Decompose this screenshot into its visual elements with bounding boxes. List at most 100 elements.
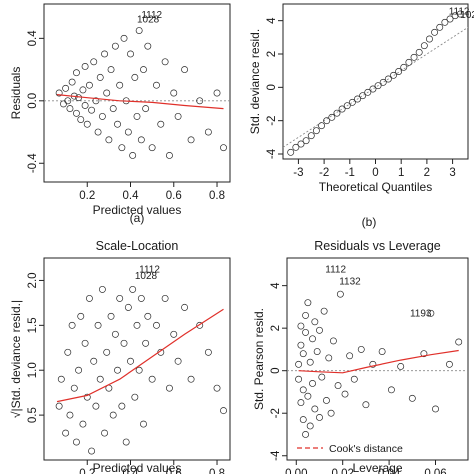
data-point: [357, 345, 365, 353]
y-tick-label: 0.5: [27, 407, 39, 423]
data-point: [85, 294, 93, 302]
data-point: [127, 50, 134, 58]
data-point: [137, 294, 145, 302]
data-point: [133, 112, 141, 120]
data-point: [135, 366, 143, 374]
plot-area: [55, 285, 227, 455]
x-tick-label: 0.6: [166, 468, 182, 474]
data-point: [60, 100, 67, 108]
data-point: [62, 429, 70, 437]
data-point: [295, 375, 303, 383]
point-annotation: 1028: [137, 15, 160, 26]
y-tick-label: -2: [270, 408, 282, 418]
data-point: [362, 401, 370, 409]
data-point: [441, 18, 449, 26]
x-tick-label: 0.4: [123, 190, 140, 202]
plot-frame: [43, 257, 231, 461]
data-point: [379, 78, 387, 86]
y-axis-label: Std. deviance resid.: [248, 29, 262, 134]
data-point: [153, 321, 160, 329]
y-axis-label: √|Std. deviance resid.|: [9, 300, 23, 418]
data-point: [323, 117, 331, 125]
data-point: [374, 82, 382, 90]
point-annotation: 1028: [460, 10, 474, 21]
data-point: [94, 128, 102, 136]
data-point: [302, 311, 310, 319]
data-point: [302, 137, 310, 145]
data-point: [359, 92, 367, 100]
data-point: [427, 309, 435, 317]
data-point: [148, 144, 156, 152]
data-point: [311, 318, 319, 326]
y-tick-label: 1.5: [27, 317, 39, 333]
data-point: [297, 341, 305, 349]
data-point: [384, 75, 392, 83]
y-tick-label: 2.0: [27, 272, 39, 288]
data-point: [88, 447, 96, 455]
data-point: [174, 357, 182, 365]
data-point: [299, 386, 307, 394]
panel-caption: (b): [362, 215, 377, 229]
data-point: [181, 66, 189, 74]
data-point: [306, 422, 314, 430]
data-point: [140, 66, 147, 74]
data-point: [307, 132, 315, 140]
data-point: [72, 438, 80, 446]
data-point: [431, 28, 439, 36]
x-tick-label: 0.4: [123, 468, 140, 474]
data-point: [165, 152, 173, 159]
x-tick-label: 0.00: [285, 468, 307, 474]
data-point: [405, 58, 413, 66]
x-axis-label: Theoretical Quantiles: [319, 180, 432, 194]
panel-title: Scale-Location: [96, 239, 179, 253]
data-point: [311, 405, 319, 413]
data-point: [297, 399, 305, 407]
data-point: [81, 63, 89, 70]
x-axis-label: Leverage: [352, 461, 402, 474]
data-point: [343, 102, 351, 110]
data-point: [157, 120, 165, 128]
data-point: [329, 337, 337, 345]
data-point: [137, 136, 145, 144]
data-point: [318, 122, 325, 130]
data-point: [129, 285, 137, 293]
data-point: [148, 375, 156, 383]
x-tick-label: 0: [372, 167, 378, 179]
data-point: [62, 84, 70, 92]
data-point: [196, 321, 204, 329]
data-point: [68, 78, 76, 86]
data-point: [309, 335, 316, 343]
data-point: [96, 73, 104, 81]
data-point: [120, 34, 128, 42]
data-point: [336, 290, 344, 298]
data-point: [118, 402, 126, 410]
data-point: [101, 429, 109, 437]
data-point: [213, 89, 221, 97]
data-point: [55, 402, 63, 410]
data-point: [313, 348, 321, 356]
data-point: [318, 373, 326, 381]
data-point: [111, 330, 119, 338]
x-tick-label: 0.8: [209, 190, 225, 202]
data-point: [316, 326, 323, 334]
data-point: [187, 375, 195, 383]
data-point: [55, 89, 63, 97]
x-axis-label: Predicted values: [93, 461, 182, 474]
data-point: [415, 48, 423, 56]
panel-title: Residuals vs Leverage: [314, 239, 441, 253]
data-point: [369, 360, 377, 368]
data-point: [81, 339, 89, 347]
smoother-line: [56, 308, 224, 403]
data-point: [96, 375, 104, 383]
panel-scale-location: Scale-Location 0.2 0.4 0.6 0.8 0.5 1.0 1.5 2.0 P…: [9, 239, 231, 474]
data-point: [387, 386, 395, 394]
data-point: [304, 392, 312, 400]
data-point: [140, 420, 147, 428]
x-tick-label: 0.02: [331, 468, 353, 474]
data-point: [161, 58, 169, 66]
data-point: [348, 98, 356, 106]
data-point: [90, 58, 98, 66]
point-annotation: 1112: [449, 7, 470, 18]
point-annotation: 1132: [339, 276, 361, 287]
data-point: [114, 366, 121, 374]
